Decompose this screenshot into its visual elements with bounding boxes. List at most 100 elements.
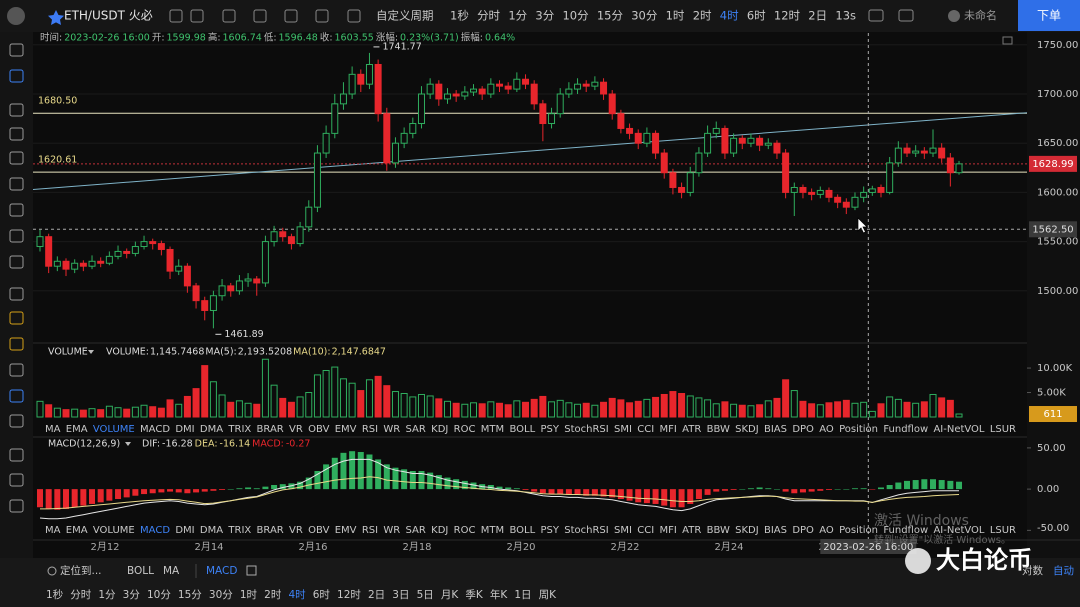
toolbar-icon[interactable] [898,9,914,22]
indicator-tab[interactable]: MTM [481,424,504,435]
bottom-interval[interactable]: 3日 [392,589,409,601]
indicator-tab[interactable]: SMI [614,424,632,435]
toolbar-icon[interactable] [315,9,329,23]
locate[interactable]: 定位到... [60,564,102,577]
toolbar-icon[interactable] [253,9,267,23]
indicator-tab[interactable]: VOLUME [93,424,135,435]
bottom-interval[interactable]: 1时 [240,589,258,601]
indicator-tab[interactable]: BIAS [764,424,787,435]
drawing-tool[interactable] [9,363,24,377]
indicator-tab[interactable]: MFI [660,424,677,435]
indicator-tab[interactable]: DPO [792,525,814,536]
order-button-label[interactable]: 下单 [1037,9,1061,23]
indicator-tab[interactable]: KDJ [431,525,448,536]
bottom-interval[interactable]: 周K [539,589,557,601]
drawing-tool[interactable] [9,473,24,487]
indicator-tab[interactable]: VR [289,525,303,536]
menu-caret[interactable] [88,350,94,354]
indicator-tab[interactable]: BRAR [257,424,284,435]
indicator-tab[interactable]: BRAR [257,525,284,536]
toolbar-icon[interactable] [190,9,204,23]
sub-indicator-tab[interactable]: MACD [206,565,237,577]
indicator-tab[interactable]: DMI [175,424,194,435]
bottom-interval[interactable]: 分时 [70,589,91,601]
toolbar-icon[interactable] [169,9,183,23]
indicator-tab[interactable]: SAR [406,424,426,435]
indicator-tab[interactable]: KDJ [431,424,448,435]
interval-tab[interactable]: 13s [835,9,856,23]
drawing-tool[interactable] [9,448,24,462]
bottom-interval[interactable]: 30分 [209,589,233,601]
interval-tab[interactable]: 30分 [631,9,658,23]
bottom-interval[interactable]: 月K [441,589,459,601]
toolbar-icon[interactable] [222,9,236,23]
drawing-tool[interactable] [9,499,24,513]
toolbar-icon[interactable] [347,9,361,23]
indicator-tab[interactable]: MACD [140,525,170,536]
log-toggle[interactable]: 对数 [1022,564,1044,577]
indicator-tab[interactable]: EMV [335,525,357,536]
favorite-star[interactable] [48,10,64,25]
interval-tab[interactable]: 4时 [720,9,739,23]
overlay-tab[interactable]: BOLL [127,565,154,577]
bottom-interval[interactable]: 1秒 [46,588,64,601]
interval-tab[interactable]: 12时 [774,9,801,23]
indicator-tab[interactable]: BIAS [764,525,787,536]
interval-tab[interactable]: 6时 [747,9,766,23]
indicator-tab[interactable]: LSUR [990,525,1016,536]
bottom-interval[interactable]: 4时 [288,589,306,601]
indicator-tab[interactable]: MA [45,525,61,536]
indicator-tab[interactable]: WR [383,525,400,536]
indicator-tab[interactable]: ATR [682,525,701,536]
interval-tab[interactable]: 分时 [477,9,500,23]
drawing-tool[interactable] [9,287,24,301]
interval-tab[interactable]: 15分 [597,9,624,23]
auto-toggle[interactable]: 自动 [1053,564,1074,577]
indicator-tab[interactable]: EMV [335,424,357,435]
symbol[interactable]: ETH/USDT 火必 [64,9,153,23]
period-menu[interactable]: 自定义周期 [376,9,434,23]
indicator-tab[interactable]: VR [289,424,303,435]
indicator-tab[interactable]: OBV [308,525,329,536]
indicator-tab[interactable]: MACD [140,424,170,435]
bottom-interval[interactable]: 2时 [264,589,282,601]
interval-tab[interactable]: 10分 [562,9,589,23]
indicator-tab[interactable]: SKDJ [735,525,759,536]
drawing-tool[interactable] [9,43,24,57]
indicator-tab[interactable]: DMI [175,525,194,536]
drawing-tool[interactable] [9,127,24,141]
indicator-tab[interactable]: RSI [362,525,378,536]
bottom-interval[interactable]: 3分 [123,589,141,601]
bottom-interval[interactable]: 1日 [514,589,531,601]
pane-settings-icon[interactable] [1002,36,1013,45]
indicator-tab[interactable]: ROC [454,525,476,536]
indicator-tab[interactable]: AI-NetVOL [933,424,984,435]
indicator-tab[interactable]: ATR [682,424,701,435]
indicator-tab[interactable]: VOLUME [93,525,135,536]
interval-tab[interactable]: 1时 [666,9,685,23]
drawing-tool[interactable] [9,311,24,325]
indicator-tab[interactable]: PSY [540,424,559,435]
bottom-interval[interactable]: 10分 [147,589,171,601]
bottom-interval[interactable]: 季K [465,589,483,601]
user-name[interactable]: 未命名 [964,8,997,22]
indicator-tab[interactable]: LSUR [990,424,1016,435]
bottom-interval[interactable]: 5日 [417,589,434,601]
indicator-tab[interactable]: AO [819,525,834,536]
indicator-tab[interactable]: SKDJ [735,424,759,435]
interval-tab[interactable]: 3分 [535,9,554,23]
overlay-tab[interactable]: MA [163,565,180,577]
user-avatar[interactable] [948,10,960,22]
toolbar-icon[interactable] [868,9,884,22]
bottom-interval[interactable]: 15分 [178,589,202,601]
drawing-tool[interactable] [9,255,24,269]
indicator-tab[interactable]: BOLL [509,424,535,435]
interval-tab[interactable]: 2时 [693,9,712,23]
indicator-tab[interactable]: BOLL [509,525,535,536]
indicator-tab[interactable]: DPO [792,424,814,435]
interval-tab[interactable]: 1秒 [450,9,469,23]
order-button[interactable] [1018,0,1080,31]
bottom-interval[interactable]: 1分 [98,589,116,601]
bottom-interval[interactable]: 12时 [337,589,361,601]
edit-icon[interactable] [246,565,257,576]
